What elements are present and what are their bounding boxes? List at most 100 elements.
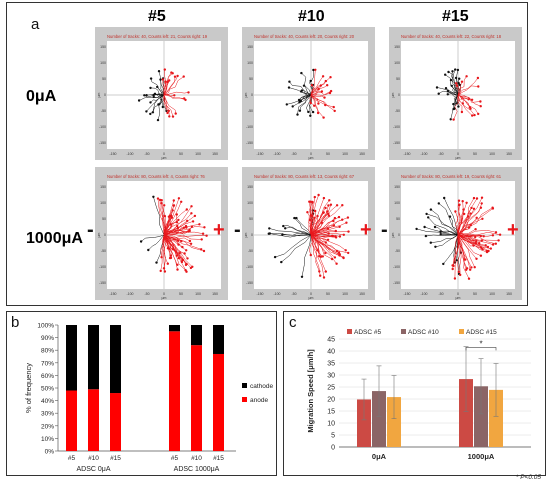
- y-tick-label: 50: [102, 77, 106, 81]
- track-endpoint: [465, 267, 469, 270]
- track-line: [457, 94, 475, 116]
- track-line: [457, 207, 472, 236]
- track-line: [457, 234, 482, 241]
- track-endpoint: [451, 70, 454, 73]
- track-endpoint: [333, 216, 337, 220]
- track-endpoint: [268, 227, 271, 230]
- y-tick-label: -100: [246, 125, 253, 129]
- track-endpoint: [280, 260, 283, 264]
- track-endpoint: [291, 105, 294, 108]
- track-endpoint: [460, 80, 464, 83]
- row-header-1000ua: 1000μA: [26, 230, 83, 247]
- track-endpoint: [323, 96, 326, 99]
- track-endpoint: [322, 196, 326, 200]
- track-endpoint: [329, 76, 332, 79]
- x-tick-label: 0: [310, 152, 312, 156]
- y-tick-label: -150: [393, 141, 400, 145]
- track-endpoint: [171, 72, 174, 75]
- track-endpoint: [173, 75, 177, 78]
- y-tick-label: -150: [99, 281, 106, 285]
- track-endpoint: [172, 199, 175, 202]
- track-endpoint: [345, 221, 348, 224]
- y-tick-label: 0: [398, 93, 400, 97]
- track-line: [310, 230, 336, 236]
- track-endpoint: [322, 116, 325, 119]
- track-endpoint: [454, 68, 457, 71]
- x-tick-label: 0: [163, 292, 165, 296]
- track-line: [457, 207, 493, 236]
- track-endpoint: [182, 75, 185, 78]
- track-endpoint: [487, 249, 490, 253]
- track-endpoint: [169, 256, 173, 260]
- track-endpoint: [166, 111, 169, 115]
- track-endpoint: [320, 90, 324, 93]
- cathode-minus-sign: -: [234, 219, 241, 241]
- track-endpoint: [191, 220, 195, 223]
- track-endpoint: [187, 91, 190, 94]
- track-line: [456, 69, 459, 96]
- panel-c-frame: [283, 311, 546, 476]
- y-tick-label: -100: [99, 125, 106, 129]
- y-tick-label: 100: [394, 201, 400, 205]
- track-line: [148, 234, 165, 251]
- x-tick-label: 100: [342, 152, 348, 156]
- x-tick-label: 150: [212, 292, 218, 296]
- y-axis-label: Migration Speed [μm/h]: [306, 349, 315, 433]
- track-endpoint: [145, 110, 148, 113]
- x-tick-label: 100: [195, 152, 201, 156]
- track-line: [310, 233, 344, 236]
- track-line: [310, 234, 318, 251]
- track-line: [159, 199, 165, 236]
- track-line: [310, 234, 321, 276]
- track-endpoint: [328, 199, 331, 202]
- y-tick-label: 25: [327, 385, 335, 392]
- track-endpoint: [300, 275, 304, 278]
- panel-b-frame: [6, 311, 277, 476]
- x-tick-label: -100: [273, 292, 280, 296]
- track-line: [301, 234, 312, 277]
- track-line: [152, 94, 165, 113]
- y-tick-label: -100: [393, 125, 400, 129]
- track-line: [309, 202, 313, 236]
- track-endpoint: [319, 255, 323, 258]
- track-endpoint: [159, 269, 162, 273]
- legend-swatch: [242, 383, 247, 388]
- y-tick-label: 100: [247, 201, 253, 205]
- track-endpoint: [149, 112, 152, 116]
- track-line: [163, 234, 187, 272]
- track-endpoint: [309, 101, 312, 105]
- track-endpoint: [452, 107, 455, 111]
- track-endpoint: [176, 239, 180, 242]
- x-tick-label: 50: [326, 292, 330, 296]
- track-endpoint: [167, 215, 171, 218]
- track-endpoint: [145, 94, 148, 97]
- track-endpoint: [334, 229, 337, 233]
- y-tick-label: 150: [247, 185, 253, 189]
- track-line: [163, 73, 173, 96]
- track-line: [310, 225, 334, 236]
- track-endpoint: [285, 103, 288, 106]
- track-endpoint: [327, 204, 330, 207]
- cathode-minus-sign: -: [381, 219, 388, 241]
- track-endpoint: [200, 248, 203, 251]
- track-endpoint: [163, 204, 166, 207]
- x-tick-label: 0: [457, 152, 459, 156]
- group-label: ADSC 1000μA: [174, 466, 220, 473]
- track-endpoint: [471, 114, 474, 117]
- track-endpoint: [494, 231, 498, 234]
- track-line: [163, 225, 178, 236]
- track-endpoint: [333, 109, 336, 113]
- track-line: [310, 234, 327, 272]
- track-line: [455, 211, 459, 236]
- track-line: [310, 205, 338, 236]
- track-line: [457, 234, 468, 269]
- bar-adsc10: [372, 391, 386, 447]
- track-endpoint: [480, 202, 483, 205]
- track-endpoint: [161, 78, 165, 81]
- track-line: [294, 217, 312, 236]
- track-endpoint: [491, 243, 495, 246]
- track-line: [310, 94, 335, 112]
- track-line: [457, 228, 476, 236]
- y-tick-label: 35: [327, 361, 335, 368]
- track-endpoint: [327, 212, 330, 215]
